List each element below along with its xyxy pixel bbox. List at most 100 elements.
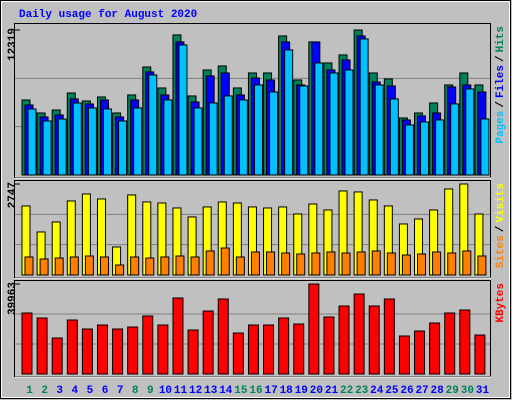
x-tick-label: 7	[117, 385, 124, 397]
bar	[187, 329, 199, 375]
bar	[69, 256, 79, 276]
x-tick-label: 2	[41, 385, 48, 397]
bar	[429, 322, 441, 375]
bar	[314, 62, 324, 176]
bar	[232, 332, 244, 375]
bar	[278, 317, 290, 375]
bar	[477, 255, 487, 276]
legend: Pages / Files / Hits	[495, 26, 507, 144]
x-tick-label: 27	[415, 385, 428, 397]
legend-entry: Sites	[495, 235, 507, 268]
x-tick-label: 3	[56, 385, 63, 397]
x-tick-label: 18	[280, 385, 294, 397]
bar	[178, 44, 188, 176]
legend-separator: /	[495, 101, 507, 108]
x-tick-label: 12	[189, 385, 202, 397]
x-tick-label: 13	[204, 385, 218, 397]
bar	[338, 305, 350, 375]
x-tick-label: 6	[102, 385, 109, 397]
x-tick-label: 4	[72, 385, 79, 397]
bar	[115, 264, 125, 276]
bar	[356, 251, 366, 276]
bar	[398, 335, 410, 375]
bar	[220, 247, 230, 276]
bar	[57, 118, 67, 176]
bar	[235, 256, 245, 276]
bar	[253, 84, 263, 176]
bar	[247, 324, 259, 375]
bar	[72, 102, 82, 176]
bar	[353, 293, 365, 375]
bar	[84, 255, 94, 276]
legend-entry: Pages	[495, 111, 507, 144]
bar	[217, 298, 229, 375]
bar	[368, 305, 380, 375]
bar	[238, 99, 248, 176]
y-tick-label: 39963	[7, 282, 19, 315]
bar	[172, 297, 184, 375]
x-tick-label: 28	[431, 385, 445, 397]
bar	[127, 326, 139, 375]
bar	[163, 99, 173, 176]
bar	[404, 124, 414, 176]
x-tick-label: 30	[461, 385, 474, 397]
bar	[193, 107, 203, 176]
bar	[81, 328, 93, 375]
bar	[444, 312, 456, 375]
bar	[420, 121, 430, 176]
x-tick-label: 11	[174, 385, 188, 397]
x-tick-label: 17	[264, 385, 277, 397]
bar	[341, 252, 351, 276]
bar	[308, 283, 320, 375]
bar	[359, 38, 369, 176]
bar	[51, 337, 63, 375]
bar	[27, 108, 37, 176]
bar	[474, 334, 486, 375]
bar	[223, 95, 233, 176]
bar	[383, 298, 395, 375]
bar	[96, 324, 108, 375]
x-tick-label: 25	[385, 385, 399, 397]
x-tick-label: 20	[310, 385, 323, 397]
bar	[462, 250, 472, 276]
bar	[386, 252, 396, 276]
bar	[281, 252, 291, 276]
legend: Sites / Visits	[495, 183, 507, 268]
bar	[401, 254, 411, 276]
bar	[190, 256, 200, 276]
bar	[21, 312, 33, 375]
bar	[175, 255, 185, 276]
bar	[250, 251, 260, 276]
bar	[266, 251, 276, 276]
bar	[371, 250, 381, 276]
y-tick-label: 12319	[7, 28, 19, 61]
bar	[148, 74, 158, 176]
bar	[293, 323, 305, 375]
bar	[480, 118, 490, 176]
x-tick-label: 5	[87, 385, 94, 397]
bar	[417, 253, 427, 276]
x-tick-label: 19	[295, 385, 308, 397]
x-tick-label: 14	[219, 385, 233, 397]
bar	[87, 107, 97, 176]
bar	[329, 72, 339, 176]
bar	[112, 328, 124, 375]
legend-separator: /	[495, 55, 507, 62]
bar	[299, 85, 309, 176]
bar	[389, 98, 399, 176]
bar	[326, 251, 336, 276]
x-tick-label: 23	[355, 385, 369, 397]
x-tick-label: 10	[159, 385, 172, 397]
bar	[99, 256, 109, 276]
bar	[208, 102, 218, 176]
bar	[39, 258, 49, 276]
x-tick-label: 29	[446, 385, 459, 397]
legend-entry: Files	[495, 65, 507, 98]
bar	[465, 88, 475, 176]
bar	[269, 91, 279, 176]
bar	[432, 251, 442, 276]
bar	[284, 49, 294, 176]
